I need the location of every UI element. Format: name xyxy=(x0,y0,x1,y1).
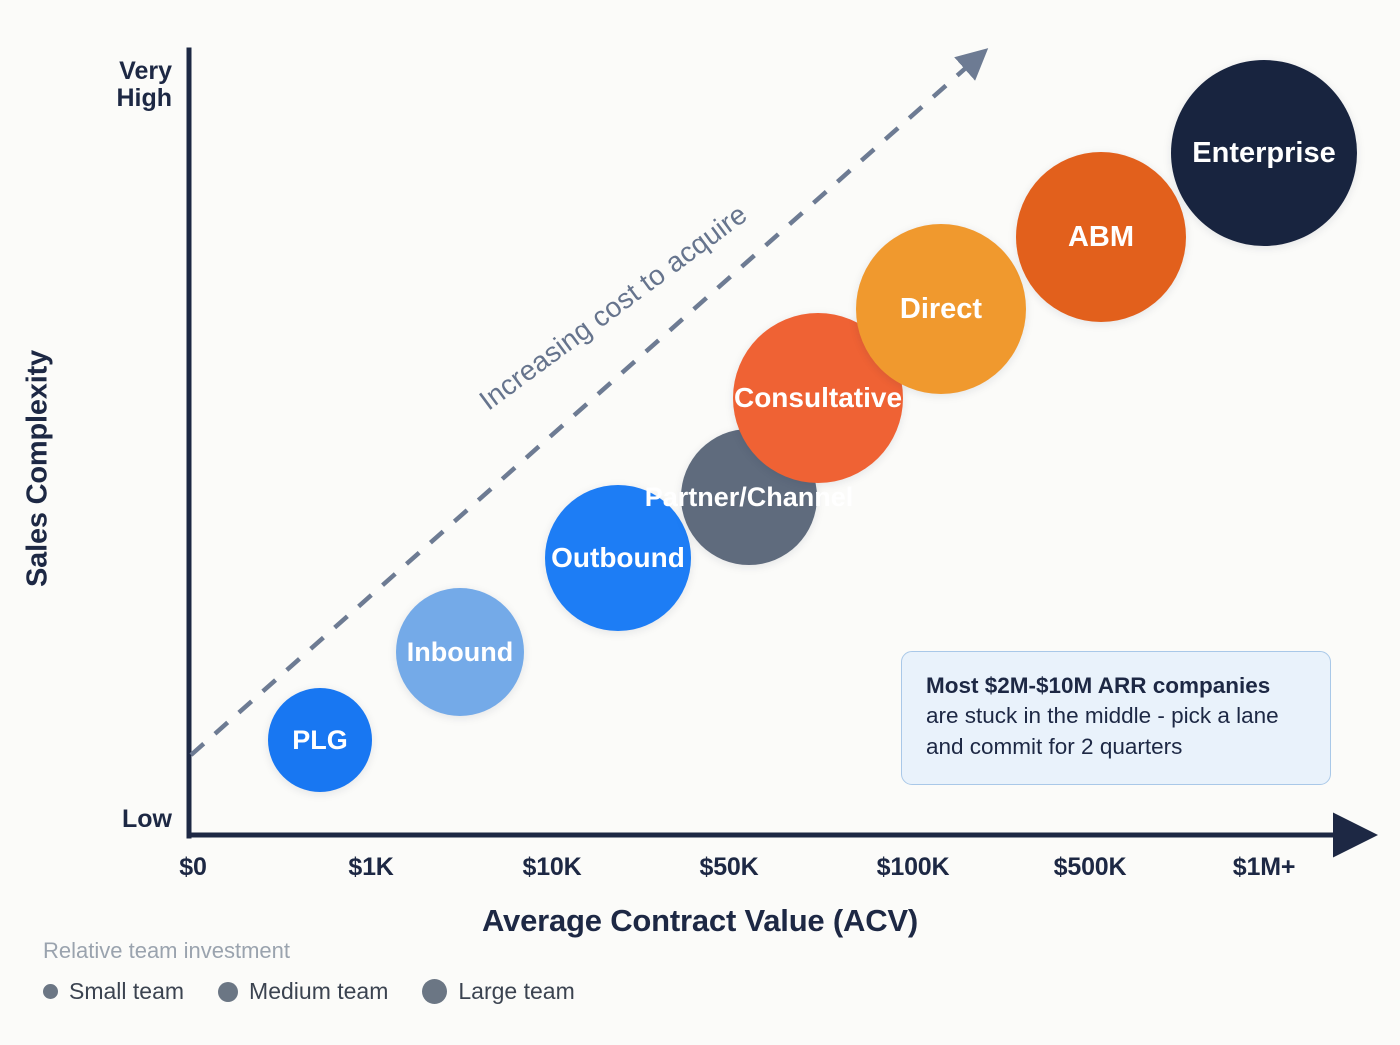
y-tick-very-high: Very High xyxy=(116,58,172,112)
x-tick-4: $100K xyxy=(876,853,950,881)
legend-label: Small team xyxy=(69,978,185,1004)
y-tick-low: Low xyxy=(122,805,172,833)
bubble-label: ABM xyxy=(1067,220,1135,253)
y-tick-very-high-line2: High xyxy=(116,84,172,112)
x-tick-3: $50K xyxy=(699,853,759,881)
x-tick-1: $1K xyxy=(348,853,394,881)
bubble-plg[interactable]: PLG xyxy=(268,688,372,792)
bubble-outbound[interactable]: Outbound xyxy=(545,485,691,631)
bubble-label: Inbound xyxy=(406,636,514,667)
legend-dot-icon xyxy=(422,979,448,1004)
callout-line-3: and commit for 2 quarters xyxy=(926,733,1183,759)
x-tick-6: $1M+ xyxy=(1232,853,1296,881)
bubble-label: Direct xyxy=(899,292,983,325)
legend-label: Large team xyxy=(458,978,575,1004)
bubble-label: Consultative xyxy=(733,382,903,414)
callout-line-2: are stuck in the middle - pick a lane xyxy=(926,703,1279,729)
bubble-label: Enterprise xyxy=(1192,136,1336,169)
trend-annotation-label: Increasing cost to acquire xyxy=(473,198,753,417)
x-tick-2: $10K xyxy=(522,853,582,881)
legend-title: Relative team investment xyxy=(43,938,290,963)
callout-box: Most $2M-$10M ARR companies are stuck in… xyxy=(901,651,1331,786)
bubble-enterprise[interactable]: Enterprise xyxy=(1171,60,1357,246)
legend-item: Small team xyxy=(43,978,184,1005)
bubble-label: PLG xyxy=(292,724,348,755)
legend-items: Small team Medium team Large team xyxy=(43,978,575,1005)
legend: Relative team investment Small team Mediu… xyxy=(43,938,575,1005)
bubble-abm[interactable]: ABM xyxy=(1016,152,1186,322)
legend-dot-icon xyxy=(43,984,58,999)
bubble-direct[interactable]: Direct xyxy=(856,224,1026,394)
bubble-inbound[interactable]: Inbound xyxy=(396,588,524,716)
legend-dot-icon xyxy=(218,981,239,1002)
y-axis-title: Sales Complexity xyxy=(21,350,54,587)
legend-label: Medium team xyxy=(249,978,389,1004)
legend-item: Large team xyxy=(422,978,575,1005)
x-tick-5: $500K xyxy=(1053,853,1127,881)
legend-item: Medium team xyxy=(218,978,388,1005)
x-axis-title: Average Contract Value (ACV) xyxy=(482,903,918,938)
y-tick-very-high-line1: Very xyxy=(119,57,172,85)
bubble-label: Channel xyxy=(746,481,854,512)
x-tick-0: $0 xyxy=(179,853,207,881)
bubble-label: Outbound xyxy=(551,542,685,574)
callout-line-1: Most $2M-$10M ARR companies xyxy=(926,673,1271,698)
bubble-label: Partner/ xyxy=(644,481,747,512)
